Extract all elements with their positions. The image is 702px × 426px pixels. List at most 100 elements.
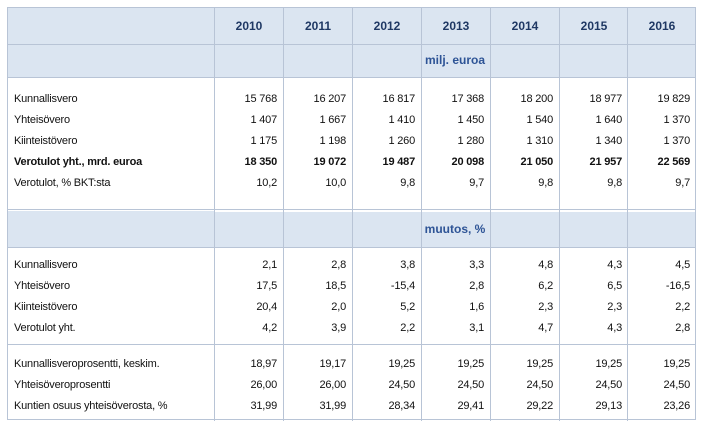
year-header: 2014 xyxy=(511,19,539,33)
table-cell: 1 340 xyxy=(595,135,622,147)
table-cell: 5,2 xyxy=(400,301,415,313)
row-separator xyxy=(8,247,695,248)
row-separator xyxy=(8,209,695,210)
table-cell: 2,2 xyxy=(675,301,690,313)
table-cell: 18 200 xyxy=(520,93,554,105)
unit-band-2 xyxy=(215,211,695,248)
year-header: 2015 xyxy=(580,19,608,33)
table-row: Verotulot yht., mrd. euroa 18 350 19 072 19… xyxy=(8,152,695,172)
table-cell: 18 350 xyxy=(244,156,278,168)
table-row: Kiinteistövero 1 175 1 198 1 260 1 280 1 310 1… xyxy=(8,131,695,151)
row-label: Kunnallisvero xyxy=(14,93,78,105)
table-cell: 1 640 xyxy=(595,114,622,126)
table-cell: 9,7 xyxy=(675,177,690,189)
table-cell: 31,99 xyxy=(319,400,346,412)
row-label: Verotulot yht., mrd. euroa xyxy=(14,156,143,168)
table-row: Yhteisöveroprosentti 26,00 26,00 24,50 24,50… xyxy=(8,375,695,395)
table-row: Kunnallisvero 2,1 2,8 3,8 3,3 4,8 4,3 4,5 xyxy=(8,255,695,275)
table-row: Kunnallisveroprosentti, keskim. 18,97 19,1… xyxy=(8,354,695,374)
table-cell: 1 260 xyxy=(388,135,415,147)
table-cell: 19 487 xyxy=(382,156,416,168)
table-cell: 1 540 xyxy=(526,114,553,126)
column-divider xyxy=(421,8,422,421)
table-cell: 9,8 xyxy=(538,177,553,189)
table-cell: 19,25 xyxy=(526,358,553,370)
row-label: Verotulot, % BKT:sta xyxy=(14,177,111,189)
table-row: Kuntien osuus yhteisöverosta, % 31,99 31,9… xyxy=(8,396,695,416)
table-row: Verotulot, % BKT:sta 10,2 10,0 9,8 9,7 9,8 9,8… xyxy=(8,173,695,193)
table-cell: 29,22 xyxy=(526,400,553,412)
table-cell: 2,8 xyxy=(675,322,690,334)
table-cell: 6,5 xyxy=(607,280,622,292)
table-cell: 26,00 xyxy=(250,379,277,391)
table-cell: 4,7 xyxy=(538,322,553,334)
column-divider xyxy=(214,8,215,421)
table-cell: 17,5 xyxy=(256,280,277,292)
table-cell: 20 098 xyxy=(451,156,485,168)
table-row: Yhteisövero 17,5 18,5 -15,4 2,8 6,2 6,5 -16,5 xyxy=(8,276,695,296)
row-label: Kunnallisvero xyxy=(14,259,78,271)
table-cell: 3,1 xyxy=(469,322,484,334)
table-cell: -16,5 xyxy=(665,280,690,292)
table-cell: 24,50 xyxy=(526,379,553,391)
table-cell: 2,2 xyxy=(400,322,415,334)
row-label: Kuntien osuus yhteisöverosta, % xyxy=(14,400,168,412)
label-band-1 xyxy=(8,44,214,77)
table-cell: 21 957 xyxy=(589,156,623,168)
table-cell: 6,2 xyxy=(538,280,553,292)
table-cell: 2,8 xyxy=(331,259,346,271)
table-cell: 29,13 xyxy=(595,400,622,412)
table-cell: 4,8 xyxy=(538,259,553,271)
table-cell: 15 768 xyxy=(244,93,278,105)
table-cell: 3,9 xyxy=(331,322,346,334)
table-cell: 16 817 xyxy=(382,93,416,105)
column-divider xyxy=(283,8,284,421)
header-band xyxy=(8,8,695,44)
table-cell: 24,50 xyxy=(663,379,690,391)
table-cell: 19,25 xyxy=(663,358,690,370)
column-divider xyxy=(490,8,491,421)
table-cell: 4,5 xyxy=(675,259,690,271)
row-label: Yhteisövero xyxy=(14,114,70,126)
table-cell: 2,0 xyxy=(331,301,346,313)
table-cell: 1 407 xyxy=(250,114,277,126)
table-cell: 19 072 xyxy=(313,156,347,168)
row-separator xyxy=(8,77,695,78)
row-label: Kiinteistövero xyxy=(14,135,78,147)
table-row: Yhteisövero 1 407 1 667 1 410 1 450 1 540 1 64… xyxy=(8,110,695,130)
tax-revenue-table: milj. euroa muutos, % 2010 2011 2012 2013 20… xyxy=(7,7,696,421)
column-divider xyxy=(559,8,560,421)
year-header: 2010 xyxy=(235,19,263,33)
table-cell: 4,3 xyxy=(607,322,622,334)
table-cell: 29,41 xyxy=(457,400,484,412)
table-cell: 1,6 xyxy=(469,301,484,313)
table-cell: 2,1 xyxy=(262,259,277,271)
table-cell: 9,7 xyxy=(469,177,484,189)
table-cell: 1 667 xyxy=(319,114,346,126)
row-label: Yhteisövero xyxy=(14,280,70,292)
table-cell: 1 175 xyxy=(250,135,277,147)
table-cell: 2,3 xyxy=(607,301,622,313)
table-cell: 19,25 xyxy=(457,358,484,370)
table-row: Kunnallisvero 15 768 16 207 16 817 17 368 18 … xyxy=(8,89,695,109)
table-row: Kiinteistövero 20,4 2,0 5,2 1,6 2,3 2,3 2,2 xyxy=(8,297,695,317)
table-cell: 21 050 xyxy=(520,156,554,168)
table-cell: 31,99 xyxy=(250,400,277,412)
table-cell: 20,4 xyxy=(256,301,277,313)
table-cell: 10,0 xyxy=(325,177,346,189)
year-header: 2011 xyxy=(304,19,332,33)
table-cell: 23,26 xyxy=(663,400,690,412)
table-cell: 9,8 xyxy=(607,177,622,189)
table-cell: 1 450 xyxy=(457,114,484,126)
row-separator xyxy=(8,44,695,45)
table-cell: 1 198 xyxy=(319,135,346,147)
table-cell: 24,50 xyxy=(595,379,622,391)
table-cell: 2,3 xyxy=(538,301,553,313)
table-cell: 10,2 xyxy=(256,177,277,189)
table-cell: 9,8 xyxy=(400,177,415,189)
unit-label-meur: milj. euroa xyxy=(424,53,486,67)
table-cell: 1 370 xyxy=(663,114,690,126)
label-band-2 xyxy=(8,211,214,247)
row-separator xyxy=(8,344,695,345)
table-cell: 28,34 xyxy=(388,400,415,412)
